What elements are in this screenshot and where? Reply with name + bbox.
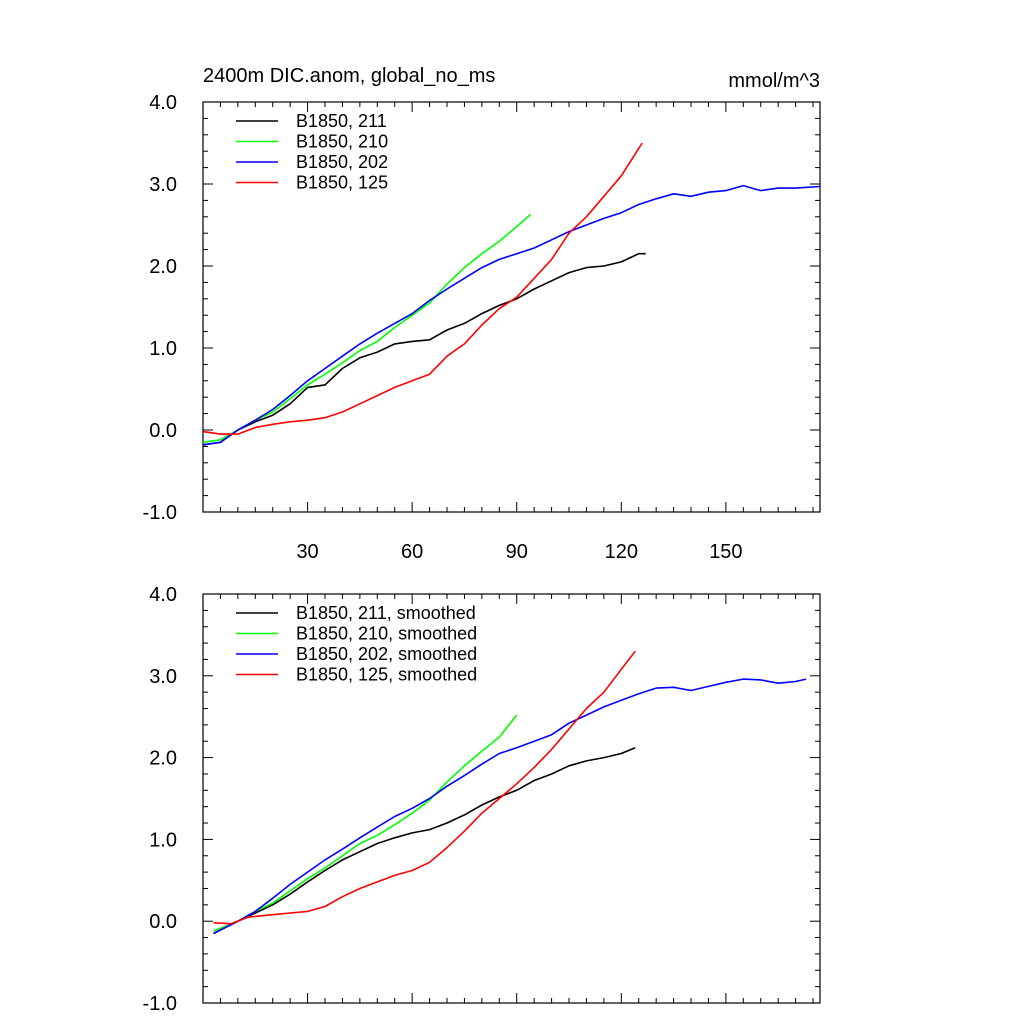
y-tick-label: 2.0 <box>149 256 177 278</box>
y-tick-label: -1.0 <box>143 993 177 1015</box>
y-tick-label: 4.0 <box>149 584 177 606</box>
legend-label: B1850, 125 <box>296 173 388 193</box>
legend-label: B1850, 210 <box>296 132 388 152</box>
series-line <box>202 213 532 444</box>
y-tick-label: 2.0 <box>149 748 177 770</box>
y-tick-label: 1.0 <box>149 338 177 360</box>
units-label: mmol/m^3 <box>728 70 820 92</box>
series-line <box>213 714 518 932</box>
y-tick-label: 4.0 <box>149 92 177 114</box>
y-tick-label: 0.0 <box>149 420 177 442</box>
series-line <box>202 142 643 435</box>
y-tick-label: 3.0 <box>149 174 177 196</box>
x-tick-label: 30 <box>296 541 318 563</box>
x-tick-label: 60 <box>401 541 423 563</box>
series-line <box>213 678 807 935</box>
plot-frame <box>202 101 821 513</box>
y-tick-label: -1.0 <box>143 502 177 524</box>
y-tick-label: 0.0 <box>149 911 177 933</box>
y-tick-label: 1.0 <box>149 829 177 851</box>
series-line <box>213 747 636 935</box>
x-tick-label: 150 <box>709 541 742 563</box>
top-panel: -1.0 0.0 1.0 2.0 3.0 4.0 30 60 90 120 150 B1850, 21… <box>143 92 821 563</box>
series-line <box>202 252 646 446</box>
legend-label: B1850, 202, smoothed <box>296 644 477 664</box>
series-line <box>213 650 636 925</box>
legend-label: B1850, 211, smoothed <box>296 603 476 623</box>
plot-frame <box>202 593 821 1004</box>
legend-label: B1850, 125, smoothed <box>296 665 477 685</box>
x-tick-label: 90 <box>506 541 528 563</box>
legend-label: B1850, 202 <box>296 152 388 172</box>
chart-title: 2400m DIC.anom, global_no_ms <box>203 65 495 87</box>
legend-label: B1850, 211 <box>296 111 387 131</box>
x-tick-label: 120 <box>605 541 638 563</box>
y-tick-label: 3.0 <box>149 666 177 688</box>
series-line <box>202 184 821 446</box>
legend-label: B1850, 210, smoothed <box>296 624 477 644</box>
